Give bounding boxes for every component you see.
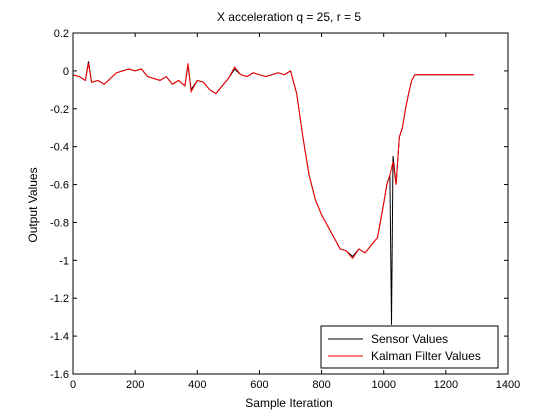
y-tick-label: -1.2	[50, 293, 69, 305]
x-tick-label: 200	[126, 379, 144, 391]
x-tick-label: 1200	[434, 379, 458, 391]
chart-title: X acceleration q = 25, r = 5	[217, 10, 361, 24]
legend-label-sensor-values: Sensor Values	[371, 332, 448, 346]
y-axis-label: Output Values	[26, 167, 40, 242]
y-tick-label: -1.4	[50, 331, 69, 343]
y-tick-label: -0.6	[50, 180, 69, 192]
plot-area: 0 200 400 600 800 1000 1200 1400 -1.6 -1.4 -1.2 -1 -…	[50, 28, 520, 391]
x-tick-label: 600	[250, 379, 268, 391]
y-tick-label: -0.8	[50, 217, 69, 229]
legend: Sensor Values Kalman Filter Values	[320, 325, 499, 369]
y-tick-label: -1.6	[50, 369, 69, 381]
legend-box	[320, 325, 499, 369]
legend-label-kalman-filter-values: Kalman Filter Values	[371, 349, 481, 363]
x-tick-label: 1400	[496, 379, 520, 391]
x-tick-label: 1000	[371, 379, 395, 391]
y-tick-label: -1	[59, 255, 69, 267]
x-tick-label: 400	[188, 379, 206, 391]
axes-box	[72, 32, 509, 375]
y-tick-label: -0.2	[50, 104, 69, 116]
y-tick-label: -0.4	[50, 142, 69, 154]
series-line-kalman-filter-values	[73, 63, 474, 260]
y-tick-label: 0	[63, 66, 69, 78]
x-tick-label: 800	[312, 379, 330, 391]
y-tick-label: 0.2	[54, 28, 69, 40]
x-tick-label: 0	[70, 379, 76, 391]
x-axis-label: Sample Iteration	[245, 396, 332, 410]
